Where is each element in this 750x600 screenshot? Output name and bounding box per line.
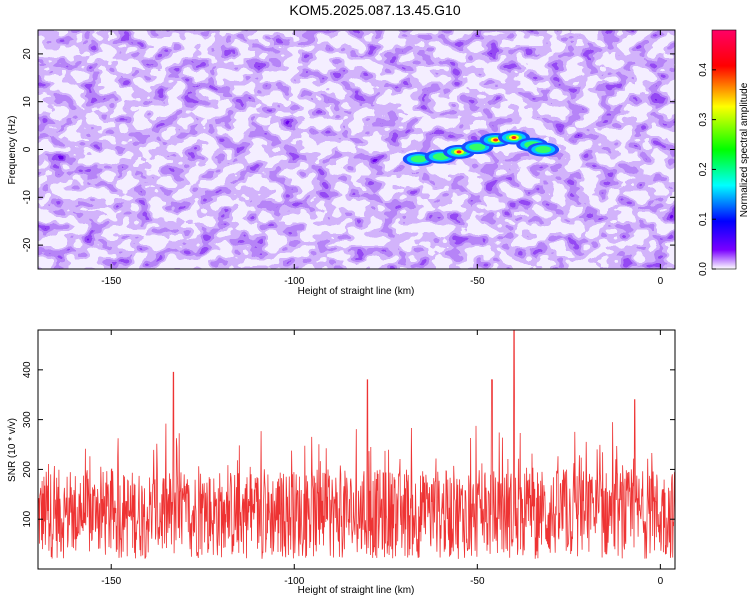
colorbar-tick-label: 0.0 <box>698 262 709 276</box>
spectrogram-xtick-label: -150 <box>101 276 121 287</box>
spectrogram-xtick-label: -50 <box>470 276 485 287</box>
ridge-blob <box>469 143 486 151</box>
spectrogram-xtick-label: -100 <box>284 276 304 287</box>
ridge-blob <box>456 150 462 154</box>
colorbar: 0.0 0.1 0.2 0.3 0.4 Normalized spectral ampl… <box>698 29 750 276</box>
ridge-blob <box>511 136 517 140</box>
snr-ytick-label: 300 <box>22 411 33 428</box>
snr-series-line <box>38 330 675 559</box>
spectrogram-ytick-label: 0 <box>22 146 33 152</box>
page-title: KOM5.2025.087.13.45.G10 <box>289 2 461 18</box>
spectrogram-ytick-label: -20 <box>22 237 33 252</box>
signal-ridge <box>402 130 560 167</box>
snr-ylabel: SNR (10 * v/v) <box>7 418 18 482</box>
colorbar-label: Normalized spectral amplitude <box>739 82 750 217</box>
snr-xlabel: Height of straight line (km) <box>298 585 415 596</box>
colorbar-gradient <box>711 29 737 270</box>
spectrogram-ytick-label: -10 <box>22 190 33 205</box>
snr-ytick-label: 100 <box>22 510 33 527</box>
spectrogram-ytick-label: 20 <box>22 48 33 60</box>
colorbar-tick-label: 0.1 <box>698 212 709 226</box>
colorbar-tick-label: 0.4 <box>698 62 709 76</box>
ridge-blob <box>535 146 552 153</box>
snr-ticks: -150 -100 -50 0 100 200 300 400 <box>22 330 675 587</box>
ridge-blob <box>410 155 427 163</box>
colorbar-tick-label: 0.3 <box>698 112 709 126</box>
snr-xtick-label: -100 <box>284 576 304 587</box>
spectrogram-ytick-label: 10 <box>22 96 33 108</box>
spectrogram-texture <box>38 30 675 269</box>
spectrogram-xtick-label: 0 <box>658 276 664 287</box>
snr-ytick-label: 400 <box>22 361 33 378</box>
snr-frame <box>37 329 676 570</box>
snr-xtick-label: 0 <box>658 576 664 587</box>
snr-xtick-label: -50 <box>470 576 485 587</box>
colorbar-tick-label: 0.2 <box>698 162 709 176</box>
colorbar-ticks: 0.0 0.1 0.2 0.3 0.4 <box>698 62 716 276</box>
snr-xtick-label: -150 <box>101 576 121 587</box>
ridge-blob <box>493 138 499 142</box>
snr-panel: -150 -100 -50 0 100 200 300 400 Height of strai… <box>7 329 676 596</box>
spectrogram-xlabel: Height of straight line (km) <box>298 286 415 297</box>
spectrogram-ylabel: Frequency (Hz) <box>7 116 18 185</box>
snr-ytick-label: 200 <box>22 461 33 478</box>
